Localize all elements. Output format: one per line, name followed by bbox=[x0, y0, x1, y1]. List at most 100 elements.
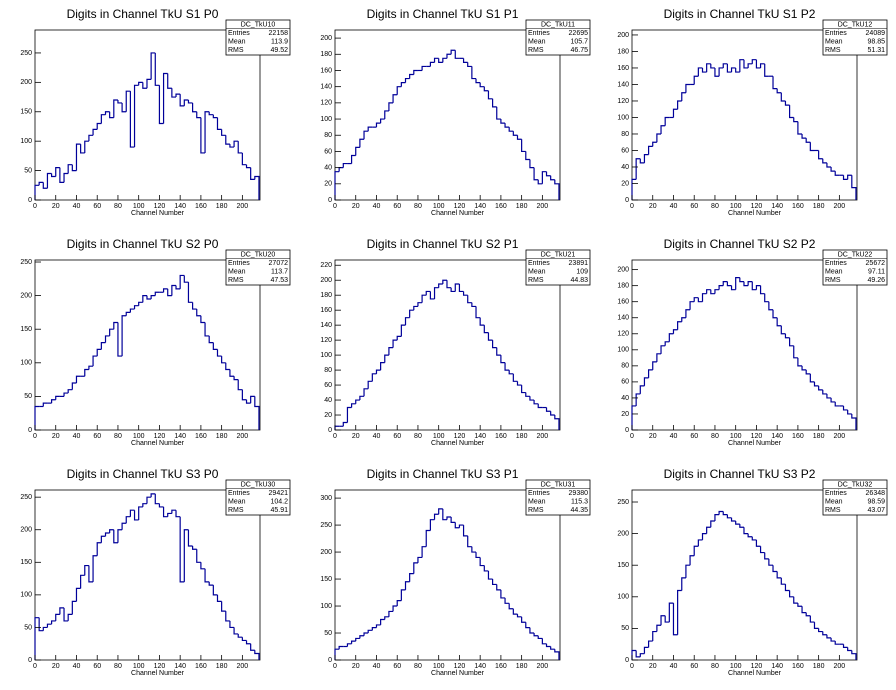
histogram-bin bbox=[80, 144, 85, 154]
x-tick-label: 160 bbox=[495, 663, 507, 670]
stats-box bbox=[225, 19, 291, 56]
histogram-bin bbox=[125, 90, 131, 112]
y-tick-label: 200 bbox=[320, 277, 332, 284]
histogram-bin bbox=[237, 141, 243, 154]
x-tick-label: 60 bbox=[690, 203, 698, 210]
y-tick-label: 100 bbox=[320, 352, 332, 359]
histogram-bin bbox=[450, 516, 456, 523]
histogram-bin bbox=[359, 635, 365, 639]
y-tick-label: 150 bbox=[20, 326, 32, 333]
histogram-bin bbox=[851, 413, 857, 430]
histogram-bin bbox=[681, 577, 686, 591]
histogram-bin bbox=[458, 283, 464, 293]
x-tick-label: 0 bbox=[333, 433, 337, 440]
histogram-bin bbox=[755, 59, 761, 69]
histogram-bin bbox=[154, 291, 160, 296]
x-tick-label: 140 bbox=[474, 433, 486, 440]
y-tick-label: 0 bbox=[28, 427, 32, 434]
stats-value: 98.59 bbox=[867, 499, 885, 506]
histogram-bin bbox=[701, 67, 707, 73]
histogram-bin bbox=[537, 179, 543, 185]
histogram-bin bbox=[730, 67, 736, 73]
histogram-bin bbox=[396, 86, 402, 95]
histogram-bin bbox=[541, 171, 547, 184]
stats-value: 44.35 bbox=[570, 507, 588, 514]
histogram-bin bbox=[34, 617, 40, 660]
histogram-bin bbox=[508, 603, 514, 610]
histogram-bin bbox=[363, 388, 369, 397]
plot-frame bbox=[631, 29, 858, 201]
x-tick-label: 120 bbox=[454, 203, 466, 210]
stats-label: RMS bbox=[825, 47, 841, 54]
histogram-bin bbox=[125, 516, 131, 524]
histogram-bin bbox=[417, 302, 423, 307]
histogram-bin bbox=[425, 290, 431, 296]
histogram-bin bbox=[404, 581, 410, 590]
histogram-bin bbox=[706, 289, 711, 294]
histogram-bin bbox=[212, 342, 218, 350]
x-tick-label: 20 bbox=[52, 203, 60, 210]
x-tick-label: 20 bbox=[52, 663, 60, 670]
histogram-bin bbox=[454, 522, 460, 529]
histogram-bin bbox=[479, 557, 485, 567]
histogram-bin bbox=[438, 508, 443, 515]
stats-label: Entries bbox=[228, 30, 250, 37]
histogram-bin bbox=[442, 57, 447, 63]
histogram-bin bbox=[355, 399, 360, 404]
x-tick-label: 40 bbox=[670, 203, 678, 210]
histogram-bin bbox=[50, 173, 56, 178]
histogram-bin bbox=[179, 516, 185, 583]
histogram-bin bbox=[635, 650, 641, 658]
histogram-bin bbox=[793, 596, 798, 604]
stats-value: 43.07 bbox=[867, 507, 885, 514]
histogram-bin bbox=[142, 82, 147, 89]
histogram-bin bbox=[759, 63, 765, 68]
stats-label: Entries bbox=[228, 490, 250, 497]
y-tick-label: 140 bbox=[617, 81, 629, 88]
histogram-bin bbox=[346, 406, 352, 423]
y-tick-label: 80 bbox=[324, 367, 332, 374]
histogram-bin bbox=[639, 385, 645, 394]
stats-value: 115.3 bbox=[571, 499, 588, 506]
histogram-bin bbox=[109, 529, 114, 533]
y-tick-label: 100 bbox=[320, 116, 332, 123]
x-tick-label: 180 bbox=[813, 203, 825, 210]
x-tick-label: 40 bbox=[670, 433, 678, 440]
histogram-bin bbox=[346, 643, 352, 647]
histogram-bin bbox=[533, 167, 539, 181]
histogram-bin bbox=[250, 167, 255, 181]
histogram-bin bbox=[233, 140, 239, 148]
x-axis-label: Channel Number bbox=[431, 440, 485, 447]
histogram-bin bbox=[113, 529, 118, 544]
histogram-bin bbox=[150, 295, 156, 299]
histogram-bin bbox=[747, 533, 753, 538]
histogram-bin bbox=[225, 362, 230, 371]
x-tick-label: 0 bbox=[630, 663, 634, 670]
histogram-bin bbox=[450, 49, 456, 55]
stats-value: 97.11 bbox=[868, 269, 885, 276]
histogram-bin bbox=[529, 396, 535, 401]
x-tick-label: 20 bbox=[649, 433, 657, 440]
stats-value: 23891 bbox=[569, 260, 589, 267]
y-tick-label: 100 bbox=[320, 603, 332, 610]
stats-title: DC_TkU21 bbox=[541, 252, 576, 259]
histogram-bin bbox=[221, 356, 226, 364]
histogram-bin bbox=[768, 558, 774, 566]
histogram-bin bbox=[755, 285, 761, 290]
y-tick-label: 0 bbox=[625, 427, 629, 434]
histogram-bin bbox=[237, 379, 243, 391]
histogram-bin bbox=[826, 162, 832, 168]
histogram-bin bbox=[133, 84, 139, 148]
histogram-bin bbox=[438, 283, 443, 288]
histogram-bin bbox=[367, 629, 373, 634]
histogram-bin bbox=[685, 309, 691, 318]
histogram-bin bbox=[138, 506, 143, 520]
histogram-bin bbox=[175, 285, 181, 290]
histogram-bin bbox=[842, 644, 848, 648]
x-tick-label: 0 bbox=[630, 433, 634, 440]
histogram-bin bbox=[772, 309, 778, 319]
histogram-bin bbox=[818, 385, 823, 391]
histogram-bin bbox=[714, 289, 720, 294]
y-tick-label: 180 bbox=[320, 51, 332, 58]
